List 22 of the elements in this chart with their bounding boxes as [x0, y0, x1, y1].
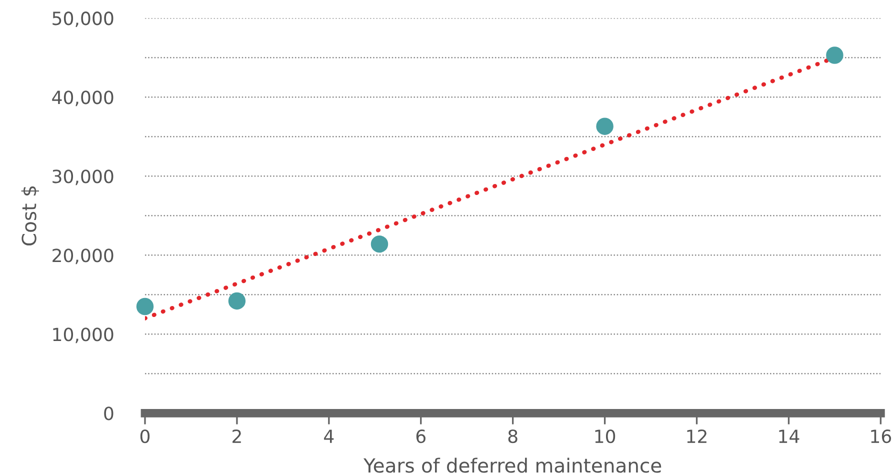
x-tick-label: 16	[871, 429, 892, 444]
x-tick-label: 6	[416, 429, 426, 444]
y-tick-label: 30,000	[52, 170, 114, 186]
x-tick-label: 14	[779, 430, 800, 443]
x-tick-label: 0	[140, 429, 150, 444]
point	[370, 235, 388, 253]
point	[136, 298, 154, 316]
y-axis-title: Cost $	[21, 186, 39, 246]
x-axis-title: Years of deferred maintenance	[363, 458, 662, 473]
y-tick-label: 50,000	[52, 12, 114, 28]
point	[826, 46, 844, 64]
x-tick-label: 10	[595, 429, 616, 444]
point	[228, 292, 246, 310]
point	[596, 118, 614, 135]
x-tick-label: 4	[324, 430, 334, 443]
y-tick-label: 0	[104, 406, 114, 420]
y-tick-label: 10,000	[53, 328, 114, 344]
y-tick-label: 20,000	[52, 248, 114, 264]
x-tick-label: 8	[508, 429, 518, 444]
x-tick-label: 12	[687, 429, 706, 443]
x-tick-label: 2	[232, 429, 241, 443]
y-tick-label: 40,000	[52, 90, 114, 106]
